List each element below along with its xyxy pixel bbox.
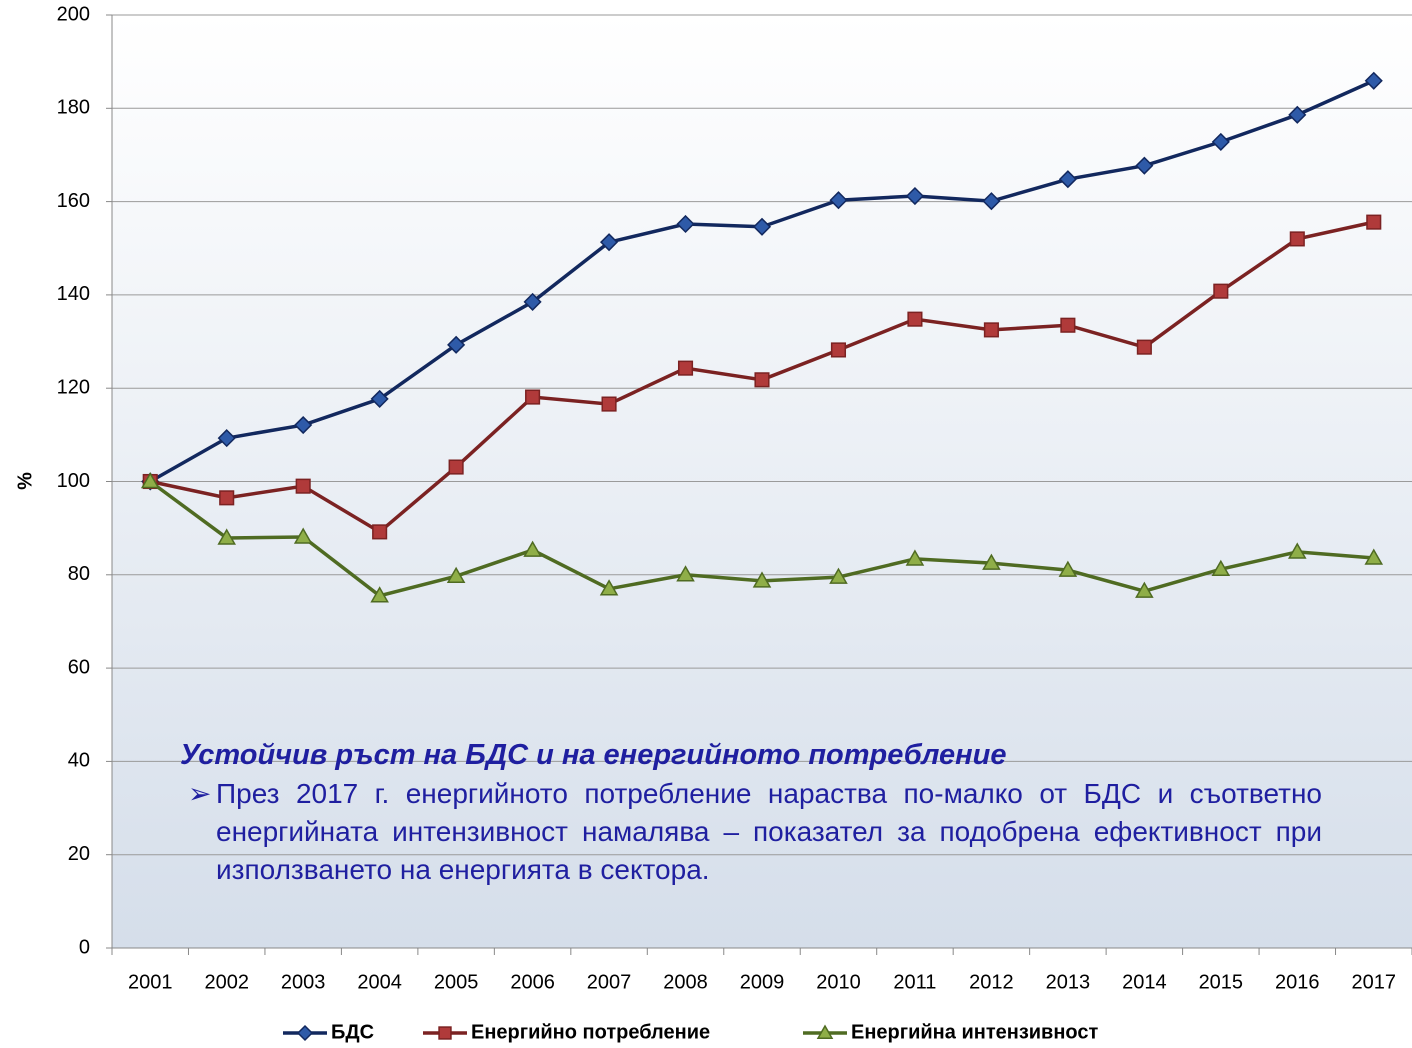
x-tick-label: 2010 [816, 971, 861, 993]
x-tick-label: 2001 [128, 971, 173, 993]
x-tick-label: 2013 [1046, 971, 1091, 993]
marker [905, 186, 925, 206]
marker [752, 217, 772, 236]
marker [140, 471, 160, 489]
x-tick-label: 2015 [1199, 971, 1244, 993]
marker [296, 1024, 314, 1042]
marker [829, 567, 848, 584]
y-tick-label: 40 [68, 750, 90, 772]
marker [1364, 548, 1384, 565]
marker [982, 553, 1001, 570]
marker [676, 214, 695, 234]
y-tick-label: 60 [68, 656, 90, 678]
marker [1288, 542, 1307, 559]
x-tick-label: 2004 [357, 971, 402, 993]
marker [983, 322, 999, 338]
marker [446, 566, 466, 583]
marker [1364, 71, 1383, 90]
marker [438, 1026, 452, 1040]
marker [1366, 214, 1382, 230]
marker [295, 478, 311, 494]
legend-label: БДС [331, 1021, 374, 1043]
annotation: Устойчив ръст на БДС и на енергийното по… [180, 735, 1322, 889]
marker [1135, 581, 1154, 598]
x-tick-label: 2002 [204, 971, 249, 993]
marker [370, 586, 389, 603]
marker [599, 579, 619, 596]
marker [754, 372, 770, 388]
series [140, 471, 1384, 603]
marker [523, 540, 542, 557]
marker [830, 342, 847, 358]
legend-label: Енергийно потребление [471, 1021, 710, 1043]
marker [1058, 560, 1078, 577]
marker [1211, 559, 1231, 576]
marker [294, 415, 313, 435]
x-tick-label: 2016 [1275, 971, 1320, 993]
x-tick-label: 2007 [587, 971, 632, 993]
x-tick-label: 2005 [434, 971, 479, 993]
marker [219, 490, 235, 506]
marker [1211, 132, 1230, 151]
marker [816, 1024, 834, 1039]
y-tick-label: 120 [57, 376, 90, 398]
marker [1289, 231, 1305, 247]
y-tick-label: 20 [68, 843, 90, 865]
y-tick-label: 200 [57, 3, 90, 25]
y-tick-label: 140 [57, 283, 90, 305]
x-tick-label: 2011 [893, 971, 936, 993]
x-tick-label: 2008 [663, 971, 708, 993]
marker [293, 527, 313, 544]
marker [217, 429, 236, 448]
y-axis-label: % [14, 472, 36, 490]
marker [752, 571, 772, 588]
y-tick-label: 0 [79, 936, 90, 958]
series [142, 214, 1382, 540]
marker [1288, 105, 1307, 124]
x-tick-label: 2009 [740, 971, 785, 993]
marker [1136, 339, 1152, 355]
legend-label: Енергийна интензивност [851, 1021, 1099, 1043]
marker [905, 549, 925, 566]
marker [372, 524, 388, 540]
y-tick-label: 160 [57, 190, 90, 212]
x-tick-label: 2017 [1352, 971, 1397, 993]
marker [829, 191, 848, 210]
marker [1058, 170, 1077, 189]
annotation-text: През 2017 г. енергийното потребление нар… [216, 778, 1322, 885]
marker [448, 459, 464, 475]
marker [982, 192, 1001, 211]
annotation-title: Устойчив ръст на БДС и на енергийното по… [180, 739, 1007, 771]
marker [1060, 317, 1076, 333]
bullet-icon: ➢ [188, 778, 212, 809]
marker [1135, 156, 1154, 175]
x-tick-label: 2014 [1122, 971, 1167, 993]
x-tick-label: 2012 [969, 971, 1014, 993]
marker [523, 292, 542, 311]
marker [447, 335, 466, 354]
marker [907, 311, 923, 327]
annotation-bullet: ➢ През 2017 г. енергийното потребление на… [180, 775, 1322, 889]
marker [525, 389, 541, 405]
marker [676, 565, 695, 582]
marker [599, 233, 619, 252]
marker [1213, 283, 1229, 299]
marker [370, 389, 389, 408]
y-tick-label: 100 [57, 470, 90, 492]
x-tick-label: 2003 [281, 971, 326, 993]
y-tick-label: 180 [57, 97, 90, 119]
marker [601, 396, 617, 412]
y-tick-label: 80 [68, 563, 90, 585]
x-tick-label: 2006 [510, 971, 555, 993]
marker [217, 528, 236, 545]
marker [677, 360, 694, 376]
